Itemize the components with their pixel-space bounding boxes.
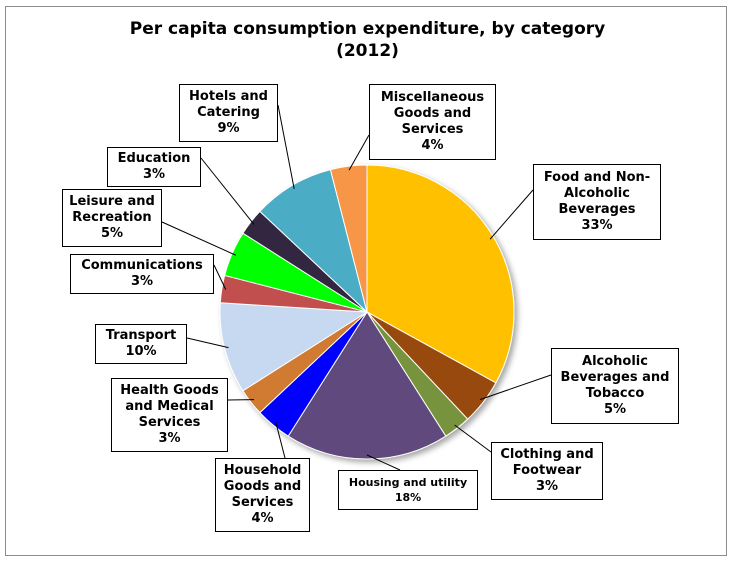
leader-line (348, 134, 370, 171)
slice-label-name: Communications (81, 258, 203, 273)
pie-slice (259, 169, 368, 314)
leader-line (275, 422, 286, 459)
slice-label-name: Miscellaneous Goods and Services (380, 90, 485, 137)
slice-label: Household Goods and Services 4% (215, 458, 310, 532)
slice-label-value: 5% (603, 402, 627, 417)
slice-label-value: 4% (421, 138, 444, 153)
leader-line (366, 454, 401, 471)
slice-label-value: 9% (217, 121, 240, 136)
slice-label-value: 33% (581, 218, 613, 233)
slice-label: Transport 10% (95, 324, 187, 364)
slice-label: Alcoholic Beverages and Tobacco 5% (551, 348, 679, 424)
slice-label-name: Hotels and Catering (189, 89, 268, 120)
slice-label-value: 3% (142, 167, 166, 182)
slice-label: Leisure and Recreation 5% (62, 189, 162, 247)
pie-slice (366, 164, 515, 384)
slice-label: Hotels and Catering 9% (179, 84, 278, 142)
slice-label: Miscellaneous Goods and Services 4% (369, 84, 496, 160)
leader-line (479, 374, 552, 401)
slice-label-name: Food and Non- Alcoholic Beverages (543, 170, 651, 217)
slice-label: Communications 3% (70, 254, 214, 294)
slice-label: Health Goods and Medical Services 3% (111, 378, 228, 452)
slice-label-value: 4% (251, 511, 274, 526)
leader-line (213, 264, 227, 290)
slice-label-name: Leisure and Recreation (69, 194, 155, 225)
slice-label: Food and Non- Alcoholic Beverages 33% (533, 164, 661, 240)
slice-label-value: 10% (125, 344, 157, 359)
chart-subtitle: (2012) (336, 41, 399, 61)
chart-title-block: Per capita consumption expenditure, by c… (0, 18, 735, 62)
slice-label-value: 3% (158, 431, 181, 446)
leader-line (489, 189, 534, 240)
leader-line (454, 424, 492, 453)
pie-slice (219, 302, 369, 392)
pie-slice (287, 311, 447, 460)
slice-label-name: Household Goods and Services (223, 463, 302, 510)
pie-slice (329, 164, 368, 313)
leader-lines (161, 104, 552, 471)
slice-label-value: 3% (130, 274, 154, 289)
slice-label-name: Transport (105, 328, 177, 343)
slice-label-value: 18% (394, 491, 422, 504)
slice-label-value: 5% (100, 226, 124, 241)
slice-label-name: Alcoholic Beverages and Tobacco (560, 354, 670, 401)
slice-label: Education 3% (107, 147, 201, 187)
slice-label-name: Clothing and Footwear (500, 447, 594, 478)
leader-line (200, 157, 255, 225)
slice-label: Housing and utility 18% (338, 470, 478, 510)
slice-label: Clothing and Footwear 3% (491, 442, 603, 500)
chart-title: Per capita consumption expenditure, by c… (129, 19, 606, 39)
leader-line (161, 221, 237, 256)
pie-slices (219, 164, 515, 460)
slice-label-name: Housing and utility (348, 476, 468, 489)
leader-line (186, 337, 229, 349)
slice-label-value: 3% (535, 479, 559, 494)
slice-label-name: Health Goods and Medical Services (120, 383, 219, 430)
leader-line (277, 104, 295, 189)
slice-label-name: Education (117, 151, 191, 166)
